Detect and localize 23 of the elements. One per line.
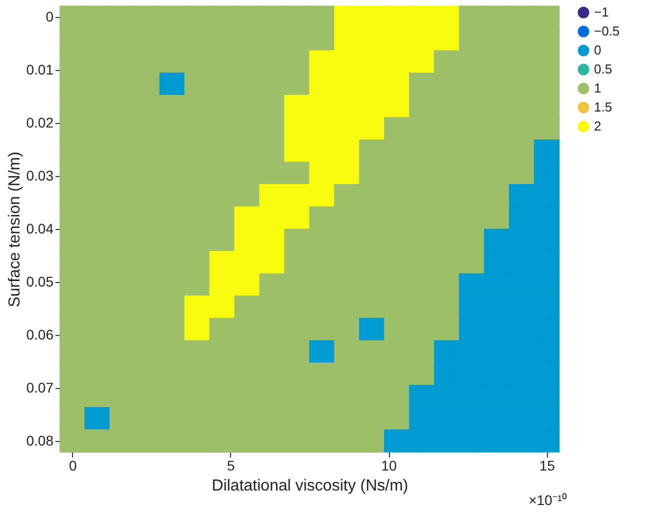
y-tick-label: 0.05 xyxy=(26,273,54,290)
x-tick-label: 0 xyxy=(68,458,77,474)
color-bar-label: 0 xyxy=(594,42,602,58)
text: ×10⁻¹⁰ xyxy=(528,492,567,508)
y-tick-label: 0.06 xyxy=(26,326,54,342)
color-bar-label: 0.5 xyxy=(594,62,612,76)
y-tick-label: 0.07 xyxy=(26,379,54,396)
y-tick-label: 0.01 xyxy=(26,62,54,78)
x-axis-title: Dilatational viscosity (Ns/m) xyxy=(212,478,408,494)
y-tick-label: 0.04 xyxy=(26,220,54,236)
y-tick-label: 0.03 xyxy=(26,168,54,184)
color-bar-label: 1 xyxy=(594,80,602,96)
color-bar-label: 2 xyxy=(594,118,602,134)
y-axis-title: Surface tension (N/m) xyxy=(6,152,24,308)
x-tick-label: 10 xyxy=(381,458,398,474)
y-tick-label: 0 xyxy=(46,8,54,25)
y-tick-label: 0.08 xyxy=(26,432,54,448)
x-tick-label: 15 xyxy=(539,458,556,474)
x-tick-label: 5 xyxy=(227,458,236,474)
color-bar-label: 1.5 xyxy=(594,100,612,114)
y-tick-label: 0.02 xyxy=(26,114,54,131)
color-bar-label: −1 xyxy=(594,4,609,20)
color-bar-label: −0.5 xyxy=(594,24,620,38)
